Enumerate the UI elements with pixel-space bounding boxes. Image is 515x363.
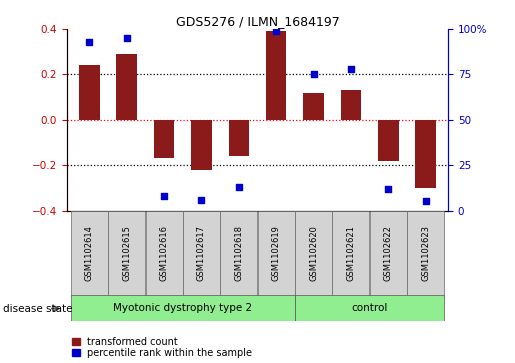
Bar — [416, 120, 436, 188]
Bar — [116, 54, 137, 120]
Bar — [340, 90, 361, 120]
Point — [310, 72, 318, 77]
Point — [197, 197, 205, 203]
Text: GSM1102622: GSM1102622 — [384, 225, 393, 281]
Point — [384, 186, 392, 192]
Text: GSM1102615: GSM1102615 — [122, 225, 131, 281]
FancyBboxPatch shape — [220, 211, 258, 296]
Point — [272, 28, 280, 34]
Bar — [154, 120, 175, 158]
FancyBboxPatch shape — [146, 211, 183, 296]
Bar — [191, 120, 212, 170]
FancyBboxPatch shape — [183, 211, 220, 296]
Text: control: control — [351, 303, 388, 313]
Bar — [303, 93, 324, 120]
Text: GSM1102614: GSM1102614 — [85, 225, 94, 281]
Text: GSM1102617: GSM1102617 — [197, 225, 206, 281]
Text: GSM1102618: GSM1102618 — [234, 225, 243, 281]
Bar — [229, 120, 249, 156]
Text: disease state: disease state — [3, 304, 72, 314]
Text: GSM1102616: GSM1102616 — [160, 225, 168, 281]
Point — [421, 199, 430, 204]
Point — [235, 184, 243, 190]
Text: GSM1102619: GSM1102619 — [272, 225, 281, 281]
Bar — [79, 65, 99, 120]
Text: GSM1102620: GSM1102620 — [309, 225, 318, 281]
FancyBboxPatch shape — [295, 295, 444, 321]
Point — [123, 35, 131, 41]
Text: Myotonic dystrophy type 2: Myotonic dystrophy type 2 — [113, 303, 252, 313]
FancyBboxPatch shape — [295, 211, 332, 296]
Point — [85, 39, 94, 45]
Legend: transformed count, percentile rank within the sample: transformed count, percentile rank withi… — [72, 337, 252, 358]
Text: GSM1102621: GSM1102621 — [347, 225, 355, 281]
FancyBboxPatch shape — [71, 211, 108, 296]
Title: GDS5276 / ILMN_1684197: GDS5276 / ILMN_1684197 — [176, 15, 339, 28]
FancyBboxPatch shape — [71, 295, 295, 321]
Bar — [378, 120, 399, 160]
FancyBboxPatch shape — [332, 211, 369, 296]
Bar — [266, 31, 286, 120]
FancyBboxPatch shape — [370, 211, 407, 296]
Point — [160, 193, 168, 199]
FancyBboxPatch shape — [258, 211, 295, 296]
Text: GSM1102623: GSM1102623 — [421, 225, 430, 281]
Point — [347, 66, 355, 72]
FancyBboxPatch shape — [108, 211, 145, 296]
FancyBboxPatch shape — [407, 211, 444, 296]
